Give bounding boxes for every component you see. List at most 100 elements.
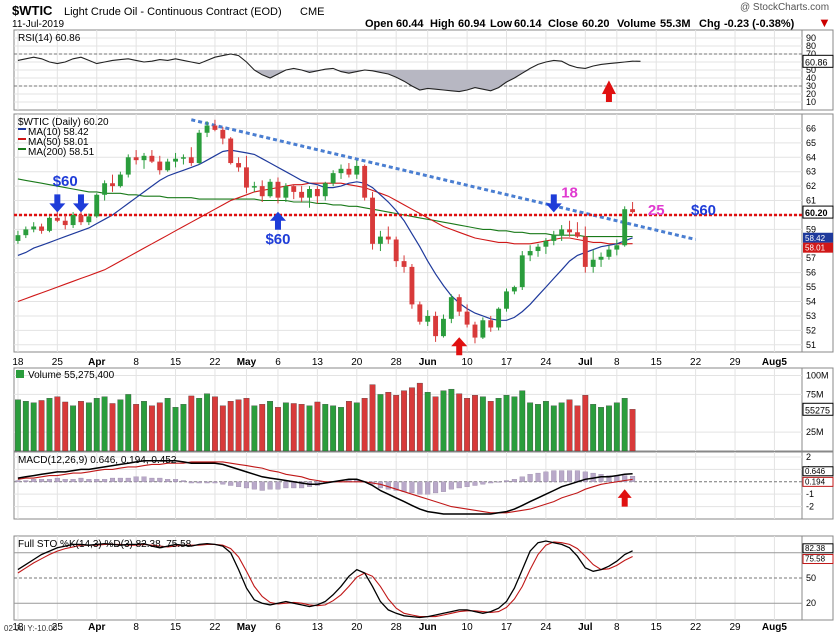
volume-bar	[62, 401, 69, 452]
macd-tick-label: -1	[806, 489, 814, 499]
rsi-tick-label: 90	[806, 33, 816, 43]
candle-body	[472, 324, 478, 338]
macd-histogram-bar	[267, 481, 273, 490]
macd-histogram-bar	[598, 474, 604, 482]
x-tick-label: Aug5	[762, 622, 787, 633]
macd-histogram-bar	[456, 481, 462, 489]
macd-histogram-bar	[86, 479, 92, 482]
low-label: Low	[490, 18, 512, 30]
volume-bar	[15, 399, 21, 452]
volume-bar	[204, 393, 210, 452]
candle-body	[86, 216, 92, 223]
volume-bar	[558, 402, 565, 452]
macd-histogram-bar	[448, 481, 454, 490]
macd-histogram-bar	[133, 476, 139, 482]
volume-bar	[212, 396, 218, 452]
ma50-box	[803, 242, 833, 253]
volume-current-box	[802, 402, 834, 416]
candle-body	[165, 161, 171, 171]
open-label: Open	[365, 18, 393, 30]
volume-bar	[259, 404, 266, 452]
macd-histogram-bar	[173, 479, 179, 482]
sto-d-label: 75.58	[805, 555, 826, 564]
price-annotation: 18	[561, 185, 578, 202]
macd-histogram-bar	[503, 480, 510, 482]
up-arrow-icon	[269, 211, 286, 230]
candle-body	[275, 181, 281, 198]
price-annotation: $60	[691, 202, 716, 219]
price-tick-label: 57	[806, 253, 816, 263]
x-tick-label: 8	[133, 622, 139, 633]
macd-histogram-bar	[15, 480, 21, 482]
candle-body	[244, 167, 249, 188]
macd-histogram-bar	[228, 481, 234, 486]
macd-histogram-bar	[109, 477, 116, 482]
rsi-tick-label: 40	[806, 73, 816, 83]
x-tick-label: 25	[52, 357, 64, 368]
chart-date: 11-Jul-2019	[12, 19, 65, 30]
volume-bar	[109, 403, 116, 452]
volume-bar	[101, 396, 108, 452]
volume-bar	[251, 405, 258, 452]
footer-corner-label: 02 Jul Y:-10.00	[4, 624, 58, 633]
candle-body	[590, 259, 596, 267]
volume-bar	[598, 407, 604, 452]
macd-histogram-bar	[117, 477, 123, 482]
candle-body	[377, 236, 383, 244]
x-tick-label: 22	[690, 357, 702, 368]
title-name: Light Crude Oil - Continuous Contract (E…	[64, 6, 282, 18]
ma10-current-label: 58.42	[805, 234, 826, 243]
x-tick-label: 17	[501, 357, 513, 368]
volume-bar	[93, 398, 100, 452]
macd-histogram-bar	[582, 471, 588, 482]
rsi-tick-label: 80	[806, 41, 816, 51]
macd-histogram-bar	[425, 481, 431, 495]
candle-body	[149, 155, 155, 162]
x-tick-label: 24	[540, 357, 552, 368]
volume-bar	[629, 409, 636, 452]
volume-legend-swatch	[16, 370, 24, 378]
candle-body	[133, 157, 139, 161]
candle-body	[212, 125, 218, 130]
candle-body	[157, 161, 163, 171]
candle-body	[23, 229, 29, 236]
macd-histogram-bar	[70, 479, 76, 482]
macd-histogram-bar	[94, 479, 100, 482]
candle-body	[385, 236, 391, 240]
x-tick-label: 20	[351, 622, 363, 633]
price-tick-label: 55	[806, 282, 816, 292]
macd-histogram-bar	[31, 479, 37, 482]
volume-bar	[235, 399, 242, 452]
x-tick-label: 10	[462, 357, 474, 368]
macd-histogram-bar	[251, 481, 257, 490]
price-annotation: $60	[53, 173, 78, 190]
price-annotation: $60	[265, 231, 290, 248]
candle-body	[574, 232, 580, 237]
volume-bar	[314, 401, 321, 452]
volume-bar	[456, 393, 463, 452]
rsi-tick-label: 10	[806, 97, 816, 107]
candle-body	[125, 157, 131, 175]
macd-histogram-bar	[149, 477, 155, 482]
watermark: @ StockCharts.com	[740, 2, 829, 13]
candle-body	[330, 173, 336, 184]
price-tick-label: 65	[806, 138, 816, 148]
volume-bar	[275, 407, 281, 452]
down-arrow-icon	[49, 194, 66, 213]
volume-bar	[582, 395, 589, 452]
low-value: 60.14	[514, 18, 542, 30]
macd-histogram-bar	[243, 481, 249, 489]
price-tick-label: 61	[806, 196, 816, 206]
scroll-down-icon[interactable]: ▼	[818, 15, 831, 30]
volume-bar	[393, 395, 400, 452]
macd-histogram-bar	[543, 471, 549, 482]
volume-bar	[85, 402, 92, 452]
volume-bar	[535, 404, 541, 452]
x-tick-label: 18	[12, 622, 24, 633]
macd-histogram-bar	[417, 481, 423, 495]
volume-bar	[440, 390, 447, 452]
x-tick-label: Apr	[88, 622, 105, 633]
macd-histogram-bar	[606, 475, 612, 482]
candle-body	[480, 320, 486, 338]
candle-body	[370, 197, 375, 244]
